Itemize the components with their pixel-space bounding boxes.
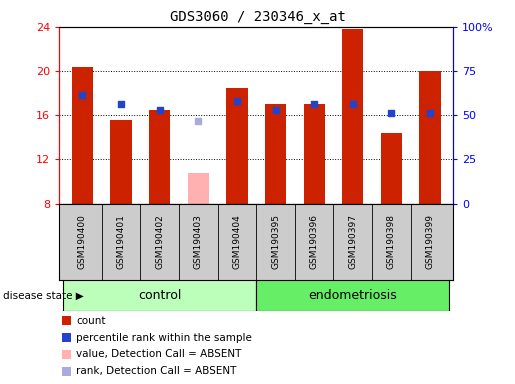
Text: GSM190397: GSM190397 bbox=[348, 214, 357, 270]
Text: percentile rank within the sample: percentile rank within the sample bbox=[76, 333, 252, 343]
Bar bbox=[63, 280, 256, 311]
Text: GSM190402: GSM190402 bbox=[155, 215, 164, 269]
Bar bbox=[303, 104, 325, 204]
Text: disease state ▶: disease state ▶ bbox=[3, 291, 83, 301]
Bar bbox=[265, 104, 286, 204]
Point bbox=[349, 101, 357, 107]
Bar bbox=[342, 29, 364, 204]
Bar bbox=[381, 133, 402, 204]
Point bbox=[271, 107, 280, 113]
Point bbox=[194, 118, 202, 124]
Bar bbox=[72, 67, 93, 204]
Text: GSM190396: GSM190396 bbox=[310, 214, 319, 270]
Text: count: count bbox=[76, 316, 106, 326]
Point bbox=[117, 101, 125, 107]
Text: GSM190395: GSM190395 bbox=[271, 214, 280, 270]
Text: GSM190400: GSM190400 bbox=[78, 215, 87, 269]
Point bbox=[78, 92, 87, 98]
Text: endometriosis: endometriosis bbox=[308, 289, 397, 302]
Point bbox=[233, 98, 241, 104]
Bar bbox=[149, 110, 170, 204]
Text: rank, Detection Call = ABSENT: rank, Detection Call = ABSENT bbox=[76, 366, 236, 376]
Text: GSM190404: GSM190404 bbox=[232, 215, 242, 269]
Text: GDS3060 / 230346_x_at: GDS3060 / 230346_x_at bbox=[169, 10, 346, 23]
Text: control: control bbox=[138, 289, 181, 302]
Text: GSM190399: GSM190399 bbox=[425, 214, 435, 270]
Bar bbox=[226, 88, 248, 204]
Text: GSM190401: GSM190401 bbox=[116, 215, 126, 269]
Point bbox=[156, 107, 164, 113]
Bar bbox=[419, 71, 441, 204]
Bar bbox=[256, 280, 449, 311]
Bar bbox=[110, 120, 132, 204]
Text: GSM190398: GSM190398 bbox=[387, 214, 396, 270]
Text: GSM190403: GSM190403 bbox=[194, 215, 203, 269]
Point bbox=[310, 101, 318, 107]
Text: value, Detection Call = ABSENT: value, Detection Call = ABSENT bbox=[76, 349, 242, 359]
Point bbox=[387, 110, 396, 116]
Bar bbox=[187, 173, 209, 204]
Point bbox=[426, 110, 434, 116]
